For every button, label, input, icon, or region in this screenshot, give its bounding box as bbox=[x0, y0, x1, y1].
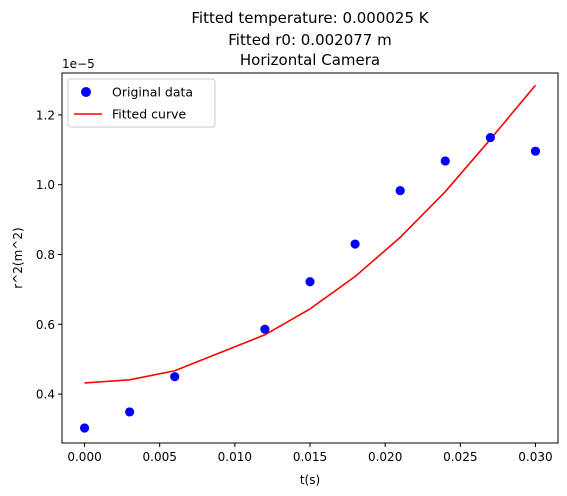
title-line-2: Fitted r0: 0.002077 m bbox=[228, 31, 391, 49]
data-point bbox=[125, 407, 135, 417]
data-point bbox=[170, 372, 180, 382]
data-point bbox=[79, 423, 90, 433]
x-tick-label: 0.030 bbox=[518, 450, 552, 464]
data-point bbox=[530, 146, 541, 156]
x-tick-label: 0.005 bbox=[143, 450, 177, 464]
data-point bbox=[440, 156, 450, 166]
title-line-1: Fitted temperature: 0.000025 K bbox=[191, 9, 429, 27]
x-tick-label: 0.015 bbox=[293, 450, 327, 464]
plot-frame bbox=[61, 72, 559, 444]
x-axis-ticks: 0.000 0.005 0.010 0.015 0.020 0.025 0.030 bbox=[67, 443, 553, 464]
y-offset-label: 1e−5 bbox=[62, 57, 95, 71]
legend-label-original-data: Original data bbox=[112, 85, 193, 100]
chart-title: Fitted temperature: 0.000025 K Fitted r0… bbox=[191, 9, 429, 69]
data-point bbox=[485, 132, 495, 143]
x-tick-label: 0.020 bbox=[368, 450, 402, 464]
data-point bbox=[395, 186, 405, 196]
y-tick-label: 1.0 bbox=[36, 178, 55, 192]
x-tick-label: 0.010 bbox=[218, 450, 252, 464]
x-tick-label: 0.000 bbox=[67, 450, 101, 464]
data-point bbox=[260, 324, 270, 334]
x-axis-label: t(s) bbox=[300, 473, 320, 487]
y-axis-ticks: 0.4 0.6 0.8 1.0 1.2 bbox=[36, 108, 62, 402]
plot-area bbox=[79, 84, 541, 433]
y-tick-label: 1.2 bbox=[36, 108, 55, 122]
x-tick-label: 0.025 bbox=[443, 450, 477, 464]
y-tick-label: 0.6 bbox=[36, 318, 55, 332]
legend: Original data Fitted curve bbox=[67, 78, 216, 128]
title-line-3: Horizontal Camera bbox=[240, 51, 380, 69]
legend-label-fitted-curve: Fitted curve bbox=[112, 107, 186, 122]
y-tick-label: 0.4 bbox=[36, 388, 55, 402]
y-axis-label: r^2(m^2) bbox=[11, 227, 25, 288]
legend-marker-original-data bbox=[81, 87, 91, 97]
data-point bbox=[350, 239, 360, 249]
data-point bbox=[305, 277, 315, 287]
fitted-curve-line bbox=[84, 84, 537, 384]
legend-box bbox=[67, 78, 216, 128]
y-tick-label: 0.8 bbox=[36, 248, 55, 262]
